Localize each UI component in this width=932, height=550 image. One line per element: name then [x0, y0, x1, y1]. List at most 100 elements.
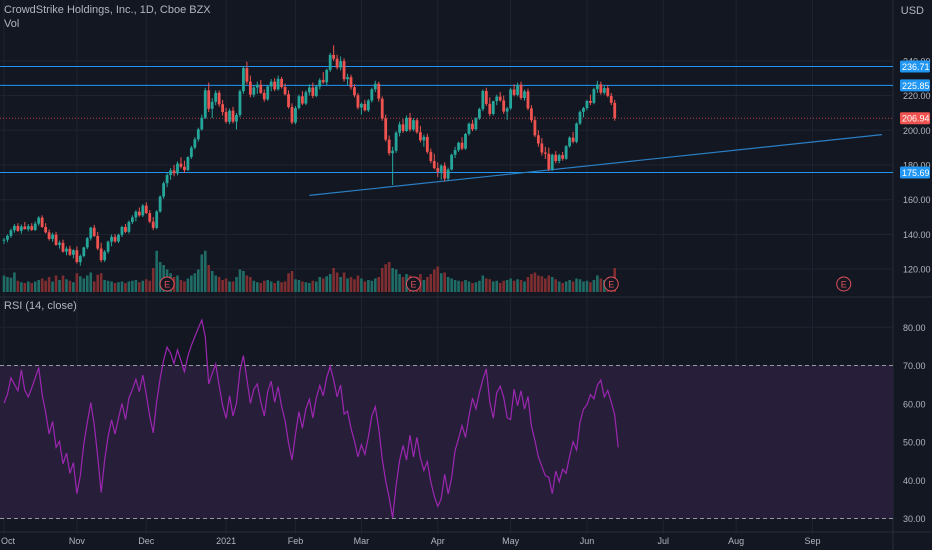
- candle-body: [273, 81, 277, 90]
- volume-bar: [498, 283, 502, 292]
- candle-body: [186, 157, 190, 171]
- candle-body: [536, 135, 540, 144]
- volume-bar: [294, 279, 297, 292]
- volume-bar: [544, 278, 547, 292]
- price-tag-label: 175.69: [902, 168, 930, 178]
- volume-bar: [363, 281, 367, 292]
- volume-bar: [519, 280, 523, 292]
- volume-bar: [342, 272, 346, 292]
- volume-bar: [47, 277, 51, 292]
- candle-body: [280, 78, 283, 88]
- candle-body: [221, 104, 225, 113]
- volume-bar: [467, 281, 471, 292]
- volume-bar: [256, 282, 259, 292]
- volume-bar: [446, 277, 450, 292]
- volume-bar: [210, 271, 214, 292]
- price-tick-label: 200.00: [903, 126, 931, 136]
- candle-body: [554, 154, 558, 162]
- volume-bar: [360, 278, 363, 292]
- candle-body: [585, 100, 589, 109]
- price-tag: [900, 79, 930, 92]
- price-tick-label: 140.00: [903, 230, 931, 240]
- candle-body: [155, 211, 159, 228]
- volume-bar: [89, 272, 93, 292]
- candle-body: [425, 136, 429, 152]
- volume-bar: [571, 281, 575, 292]
- candle-body: [37, 217, 41, 224]
- candle-body: [47, 232, 51, 239]
- volume-bar: [557, 281, 561, 292]
- candle-body: [248, 81, 252, 95]
- volume-bar: [304, 282, 308, 292]
- price-tick-label: 180.00: [903, 161, 931, 171]
- volume-bar: [332, 268, 335, 292]
- volume-bar: [353, 279, 356, 292]
- volume-bar: [464, 280, 467, 292]
- volume-bar: [422, 280, 426, 292]
- volume-bar: [110, 281, 113, 292]
- candle-body: [193, 139, 197, 148]
- candle-body: [287, 94, 290, 108]
- volume-bar: [273, 283, 276, 292]
- volume-bar: [179, 280, 183, 292]
- candle-body: [235, 115, 238, 122]
- time-tick-label: Sep: [805, 536, 821, 546]
- volume-bar: [387, 262, 391, 292]
- currency-label[interactable]: USD: [900, 5, 924, 17]
- volume-bar: [262, 280, 266, 292]
- volume-bar: [582, 281, 585, 292]
- volume-bar: [488, 279, 492, 292]
- volume-bar: [328, 274, 332, 292]
- rsi-tick-label: 80.00: [903, 323, 926, 333]
- volume-bar: [200, 254, 204, 292]
- volume-bar: [432, 269, 436, 292]
- candle-body: [124, 226, 127, 232]
- volume-bar: [436, 266, 440, 292]
- candle-body: [311, 87, 315, 96]
- volume-bar: [99, 273, 103, 292]
- volume-bar: [280, 282, 283, 292]
- volume-bar: [318, 277, 322, 292]
- candle-body: [179, 163, 183, 167]
- rsi-label: RSI (14, close): [4, 300, 77, 312]
- candle-body: [464, 133, 467, 149]
- candle-body: [519, 84, 523, 98]
- candle-body: [141, 205, 145, 216]
- candle-body: [51, 234, 54, 239]
- volume-bar: [238, 269, 242, 292]
- volume-bar: [151, 268, 155, 292]
- candle-body: [266, 86, 270, 100]
- volume-bar: [315, 281, 318, 292]
- volume-bar: [394, 269, 398, 292]
- candle-body: [526, 91, 530, 109]
- candle-body: [443, 165, 447, 179]
- candle-body: [110, 236, 113, 242]
- price-tick-label: 120.00: [903, 265, 931, 275]
- volume-bar: [471, 283, 474, 292]
- candle-body: [6, 235, 9, 240]
- volume-bar: [533, 272, 537, 292]
- volume-bar: [301, 281, 304, 292]
- candle-body: [613, 102, 617, 119]
- rsi-tick-label: 70.00: [903, 361, 926, 371]
- candle-body: [58, 242, 61, 245]
- volume-bar: [564, 281, 568, 292]
- volume-bar: [325, 276, 329, 292]
- candle-body: [297, 96, 301, 109]
- volume-bar: [134, 280, 138, 292]
- volume-bar: [297, 280, 301, 292]
- candle-body: [162, 183, 166, 197]
- volume-bar: [58, 280, 61, 292]
- candle-body: [412, 120, 415, 130]
- candle-body: [259, 84, 263, 93]
- candle-body: [325, 69, 329, 83]
- volume-bar: [516, 279, 519, 292]
- volume-bar: [117, 282, 120, 292]
- volume-bar: [377, 277, 381, 292]
- volume-bar: [547, 275, 551, 292]
- candle-body: [103, 251, 107, 261]
- time-tick-label: May: [502, 536, 520, 546]
- candle-body: [391, 150, 395, 154]
- candle-body: [339, 61, 342, 68]
